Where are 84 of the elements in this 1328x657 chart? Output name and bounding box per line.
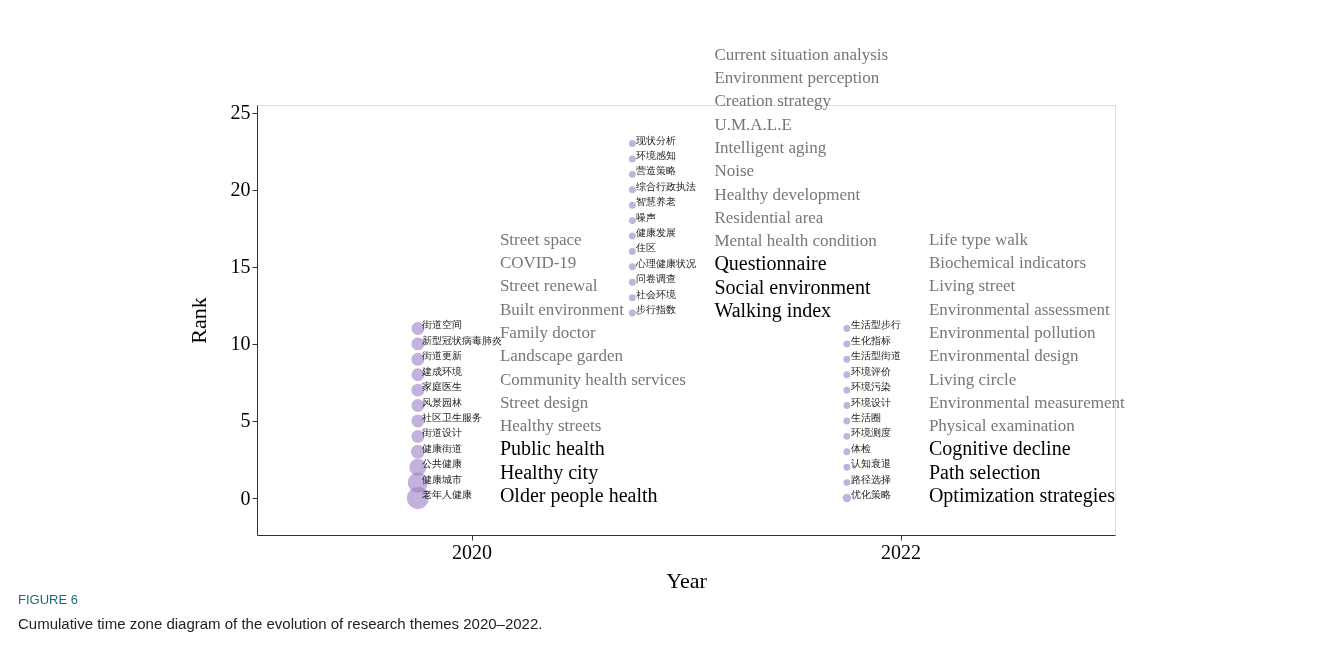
y-tick-label: 25	[230, 101, 251, 124]
y-tick-label: 20	[230, 178, 251, 201]
data-label: 认知衰退	[850, 458, 891, 470]
data-label: 综合行政执法	[636, 180, 697, 192]
y-tick-label: 15	[230, 255, 251, 278]
annotation: Public health	[499, 437, 605, 460]
annotation: Street space	[499, 229, 582, 249]
annotation: Street design	[499, 392, 589, 412]
x-tick-label: 2020	[452, 540, 492, 563]
annotation: Path selection	[928, 460, 1041, 483]
data-label: 住区	[636, 242, 657, 254]
data-label: 健康城市	[421, 473, 462, 485]
data-label: 社区卫生服务	[421, 411, 482, 423]
annotation: Healthy city	[499, 460, 599, 484]
x-tick-label: 2022	[881, 540, 921, 563]
annotation: Physical examination	[928, 416, 1076, 436]
annotation: Optimization strategies	[928, 484, 1116, 508]
data-label: 新型冠状病毒肺炎	[421, 334, 502, 346]
data-label: 问卷调查	[636, 273, 677, 285]
annotation: Questionnaire	[714, 252, 827, 275]
annotation: Street renewal	[499, 276, 598, 296]
annotation: Family doctor	[499, 322, 597, 342]
y-tick-label: 0	[240, 486, 251, 509]
data-label: 生活型步行	[850, 319, 901, 331]
annotation: Healthy streets	[499, 416, 602, 436]
annotation: Creation strategy	[714, 91, 832, 111]
data-label: 步行指数	[636, 304, 677, 316]
annotation: Cognitive decline	[928, 437, 1071, 461]
annotation: Noise	[714, 161, 755, 181]
data-label: 营造策略	[636, 165, 677, 177]
data-label: 环境设计	[850, 396, 891, 408]
data-label: 智慧养老	[636, 196, 677, 208]
annotation: Community health services	[499, 369, 686, 389]
annotation: Environmental assessment	[928, 299, 1110, 319]
y-tick-label: 5	[240, 409, 251, 432]
annotation: Healthy development	[714, 184, 861, 204]
annotation: Living street	[928, 276, 1016, 296]
annotation: COVID-19	[499, 253, 577, 273]
annotation: Environmental pollution	[928, 322, 1097, 342]
data-label: 家庭医生	[421, 381, 462, 393]
annotation: Mental health condition	[714, 231, 878, 251]
data-label: 生活型街道	[850, 350, 901, 362]
data-label: 生化指标	[850, 334, 891, 346]
annotation: Social environment	[714, 275, 871, 298]
annotation: Environmental measurement	[928, 392, 1126, 412]
data-label: 街道更新	[421, 350, 462, 362]
data-label: 社会环境	[636, 288, 677, 300]
data-label: 风景园林	[421, 396, 462, 408]
data-label: 环境污染	[850, 381, 891, 393]
text: Environment perception	[714, 68, 880, 88]
data-label: 建成环境	[420, 365, 462, 377]
text: Current situation analysis	[714, 44, 889, 64]
annotation: Built environment	[499, 299, 625, 319]
x-axis-title: Year	[666, 567, 708, 593]
annotation: U.M.A.L.E	[714, 114, 792, 134]
data-label: 公共健康	[421, 458, 462, 470]
annotation: Older people health	[499, 484, 658, 508]
data-label: 街道空间	[421, 319, 462, 331]
annotation: Residential area	[714, 207, 824, 227]
data-label: 环境测度	[850, 427, 891, 439]
annotation: Intelligent aging	[714, 137, 827, 157]
data-label: 环境感知	[636, 149, 677, 161]
annotation: Biochemical indicators	[928, 253, 1087, 273]
data-label: 现状分析	[636, 134, 677, 146]
annotation: Walking index	[714, 299, 832, 323]
data-label: 环境评价	[850, 365, 891, 377]
data-label: 老年人健康	[421, 489, 472, 501]
annotation: Life type walk	[928, 229, 1029, 249]
data-label: 心理健康状况	[635, 257, 697, 269]
data-label: 优化策略	[850, 489, 891, 501]
annotation: Living circle	[928, 369, 1017, 389]
data-label: 路径选择	[850, 473, 891, 485]
data-label: 街道设计	[421, 427, 462, 439]
data-label: 健康街道	[421, 442, 462, 454]
data-label: 体检	[850, 442, 871, 454]
data-label: 生活圈	[850, 411, 881, 423]
data-label: 噪声	[636, 211, 657, 223]
data-label: 健康发展	[636, 227, 677, 238]
y-tick-label: 10	[230, 332, 251, 355]
y-axis-title: Rank	[185, 297, 211, 344]
annotation: Landscape garden	[499, 346, 624, 366]
caption: FIGURE 6	[18, 592, 78, 607]
annotation: Environmental design	[928, 346, 1080, 366]
text: Cumulative time zone diagram of the evolution of research themes 2020–2022.	[18, 615, 543, 632]
